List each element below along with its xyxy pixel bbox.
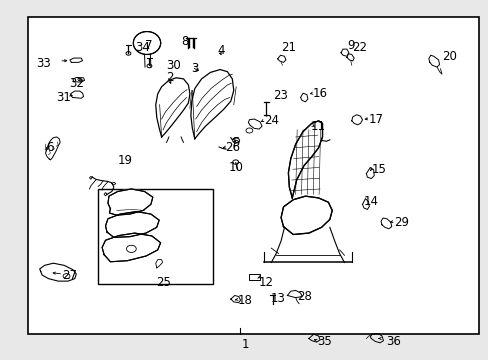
Text: 4: 4 [217,44,224,57]
Text: 31: 31 [56,91,71,104]
Text: 22: 22 [351,41,366,54]
Text: 25: 25 [156,276,170,289]
Text: 13: 13 [270,292,285,305]
Text: 17: 17 [368,113,383,126]
Text: 15: 15 [370,163,386,176]
Text: 26: 26 [225,141,240,154]
Text: 12: 12 [259,276,274,289]
Text: 34: 34 [135,41,149,54]
Bar [249,274,260,280]
Text: 21: 21 [281,41,295,54]
Text: 19: 19 [118,154,132,167]
Text: 30: 30 [166,59,181,72]
Text: 11: 11 [310,120,325,133]
Text: 10: 10 [228,161,244,174]
Text: 28: 28 [297,290,311,303]
Text: 3: 3 [190,62,198,75]
Polygon shape [133,32,160,54]
Text: 1: 1 [242,338,249,351]
Text: 18: 18 [238,294,252,307]
Text: 35: 35 [317,335,332,348]
Polygon shape [108,189,153,215]
Polygon shape [288,121,322,198]
Text: 7: 7 [144,39,152,52]
Polygon shape [281,196,331,234]
Text: 14: 14 [363,195,378,208]
Bar [98,189,212,284]
Text: 33: 33 [36,57,51,70]
Text: 29: 29 [393,216,408,229]
Polygon shape [105,212,159,237]
Text: 20: 20 [441,50,456,63]
Text: 24: 24 [264,114,279,127]
Text: 5: 5 [232,136,239,149]
Text: 32: 32 [69,77,83,90]
Text: 6: 6 [46,141,53,154]
Polygon shape [102,233,160,262]
Text: 2: 2 [166,71,174,84]
Text: 36: 36 [385,335,400,348]
Text: 16: 16 [312,87,327,100]
Text: 23: 23 [272,89,287,102]
Text: 8: 8 [181,35,188,49]
Bar [27,17,478,334]
Text: 27: 27 [62,269,78,282]
Text: 9: 9 [346,39,354,52]
